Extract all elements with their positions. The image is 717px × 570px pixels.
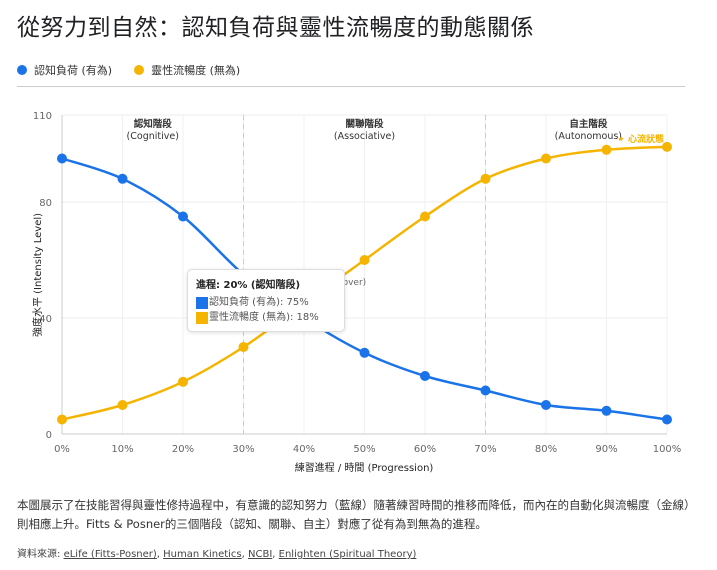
phase-label: 自主階段 (569, 118, 608, 130)
phase-label-en: (Autonomous) (555, 131, 622, 142)
x-tick-label: 70% (474, 444, 496, 455)
y-tick-label: 0 (46, 430, 52, 441)
data-point (420, 211, 430, 222)
x-tick-label: 60% (414, 444, 436, 455)
phase-label-en: (Associative) (334, 131, 395, 142)
x-axis-label: 練習進程 / 時間 (Progression) (295, 461, 434, 474)
tooltip-row: 靈性流暢度 (無為): 18% (209, 312, 319, 323)
data-point (601, 144, 612, 155)
line-chart: 0 40 80 110 0% 10% 20% 30% 40% 50% 60% 70% 80% 90% 100… (31, 111, 682, 474)
chart-legend: 認知負荷 (有為) 靈性流暢度 (無為) (17, 62, 240, 78)
x-tick-label: 80% (535, 444, 557, 455)
x-tick-label: 50% (353, 444, 375, 455)
data-point (117, 173, 128, 184)
data-point (541, 400, 551, 410)
source-link[interactable]: eLife (Fitts-Posner) (63, 549, 157, 560)
x-tick-label: 0% (54, 444, 70, 455)
source-link[interactable]: Human Kinetics (163, 549, 242, 560)
data-point (178, 376, 188, 387)
swatch-icon (196, 311, 208, 324)
x-tick-label: 30% (232, 444, 254, 455)
y-tick-label: 110 (33, 111, 52, 122)
page-title: 從努力到自然：認知負荷與靈性流暢度的動態關係 (17, 15, 534, 41)
chart-description: 本圖展示了在技能習得與靈性修持過程中，有意識的認知努力（藍線）隨著練習時間的推移… (17, 498, 696, 531)
sources: 資料來源: eLife (Fitts-Posner), Human Kineti… (17, 549, 417, 560)
phase-label-en: (Cognitive) (127, 131, 179, 142)
data-point (662, 141, 672, 152)
sources-label: 資料來源: (17, 549, 61, 560)
legend-dot-icon (134, 65, 145, 75)
x-tick-label: 90% (595, 444, 617, 455)
x-tick-label: 20% (172, 444, 194, 455)
source-link[interactable]: Enlighten (Spiritual Theory) (278, 549, 417, 560)
x-tick-label: 40% (293, 444, 315, 455)
data-point (359, 255, 370, 265)
tooltip-title: 進程: 20% (認知階段) (196, 280, 301, 291)
swatch-icon (196, 296, 208, 309)
data-point (117, 400, 128, 410)
divider (17, 86, 685, 87)
data-point (480, 173, 491, 184)
y-tick-label: 80 (39, 198, 52, 209)
phase-label: 認知階段 (134, 118, 173, 130)
data-point (420, 371, 430, 381)
legend-label: 認知負荷 (有為) (34, 64, 113, 77)
data-point (238, 342, 249, 352)
chart-tooltip: 進程: 20% (認知階段) 認知負荷 (有為): 75% 靈性流暢度 (無為)… (187, 269, 345, 332)
data-point (541, 153, 551, 164)
x-tick-label: 10% (111, 444, 133, 455)
flow-state-annotation: ✦ 心流狀態 (617, 133, 664, 145)
y-tick-label: 40 (39, 314, 52, 325)
phase-label: 關聯階段 (345, 118, 384, 130)
legend-item-spiritual-flow[interactable]: 靈性流暢度 (無為) (134, 62, 240, 78)
tooltip-row: 認知負荷 (有為): 75% (209, 297, 309, 308)
data-point (359, 347, 370, 358)
legend-dot-icon (17, 65, 27, 75)
series-line (61, 157, 668, 421)
data-point (662, 414, 672, 425)
source-link[interactable]: NCBI (248, 549, 273, 560)
y-axis-label: 強度水平 (Intensity Level) (31, 213, 44, 337)
data-point (601, 405, 612, 416)
x-tick-label: 100% (653, 444, 682, 455)
legend-label: 靈性流暢度 (無為) (151, 64, 241, 77)
data-point (57, 153, 67, 164)
data-point (57, 414, 67, 425)
data-point (178, 211, 188, 222)
data-point (480, 385, 491, 396)
legend-item-cognitive-load[interactable]: 認知負荷 (有為) (17, 62, 112, 78)
